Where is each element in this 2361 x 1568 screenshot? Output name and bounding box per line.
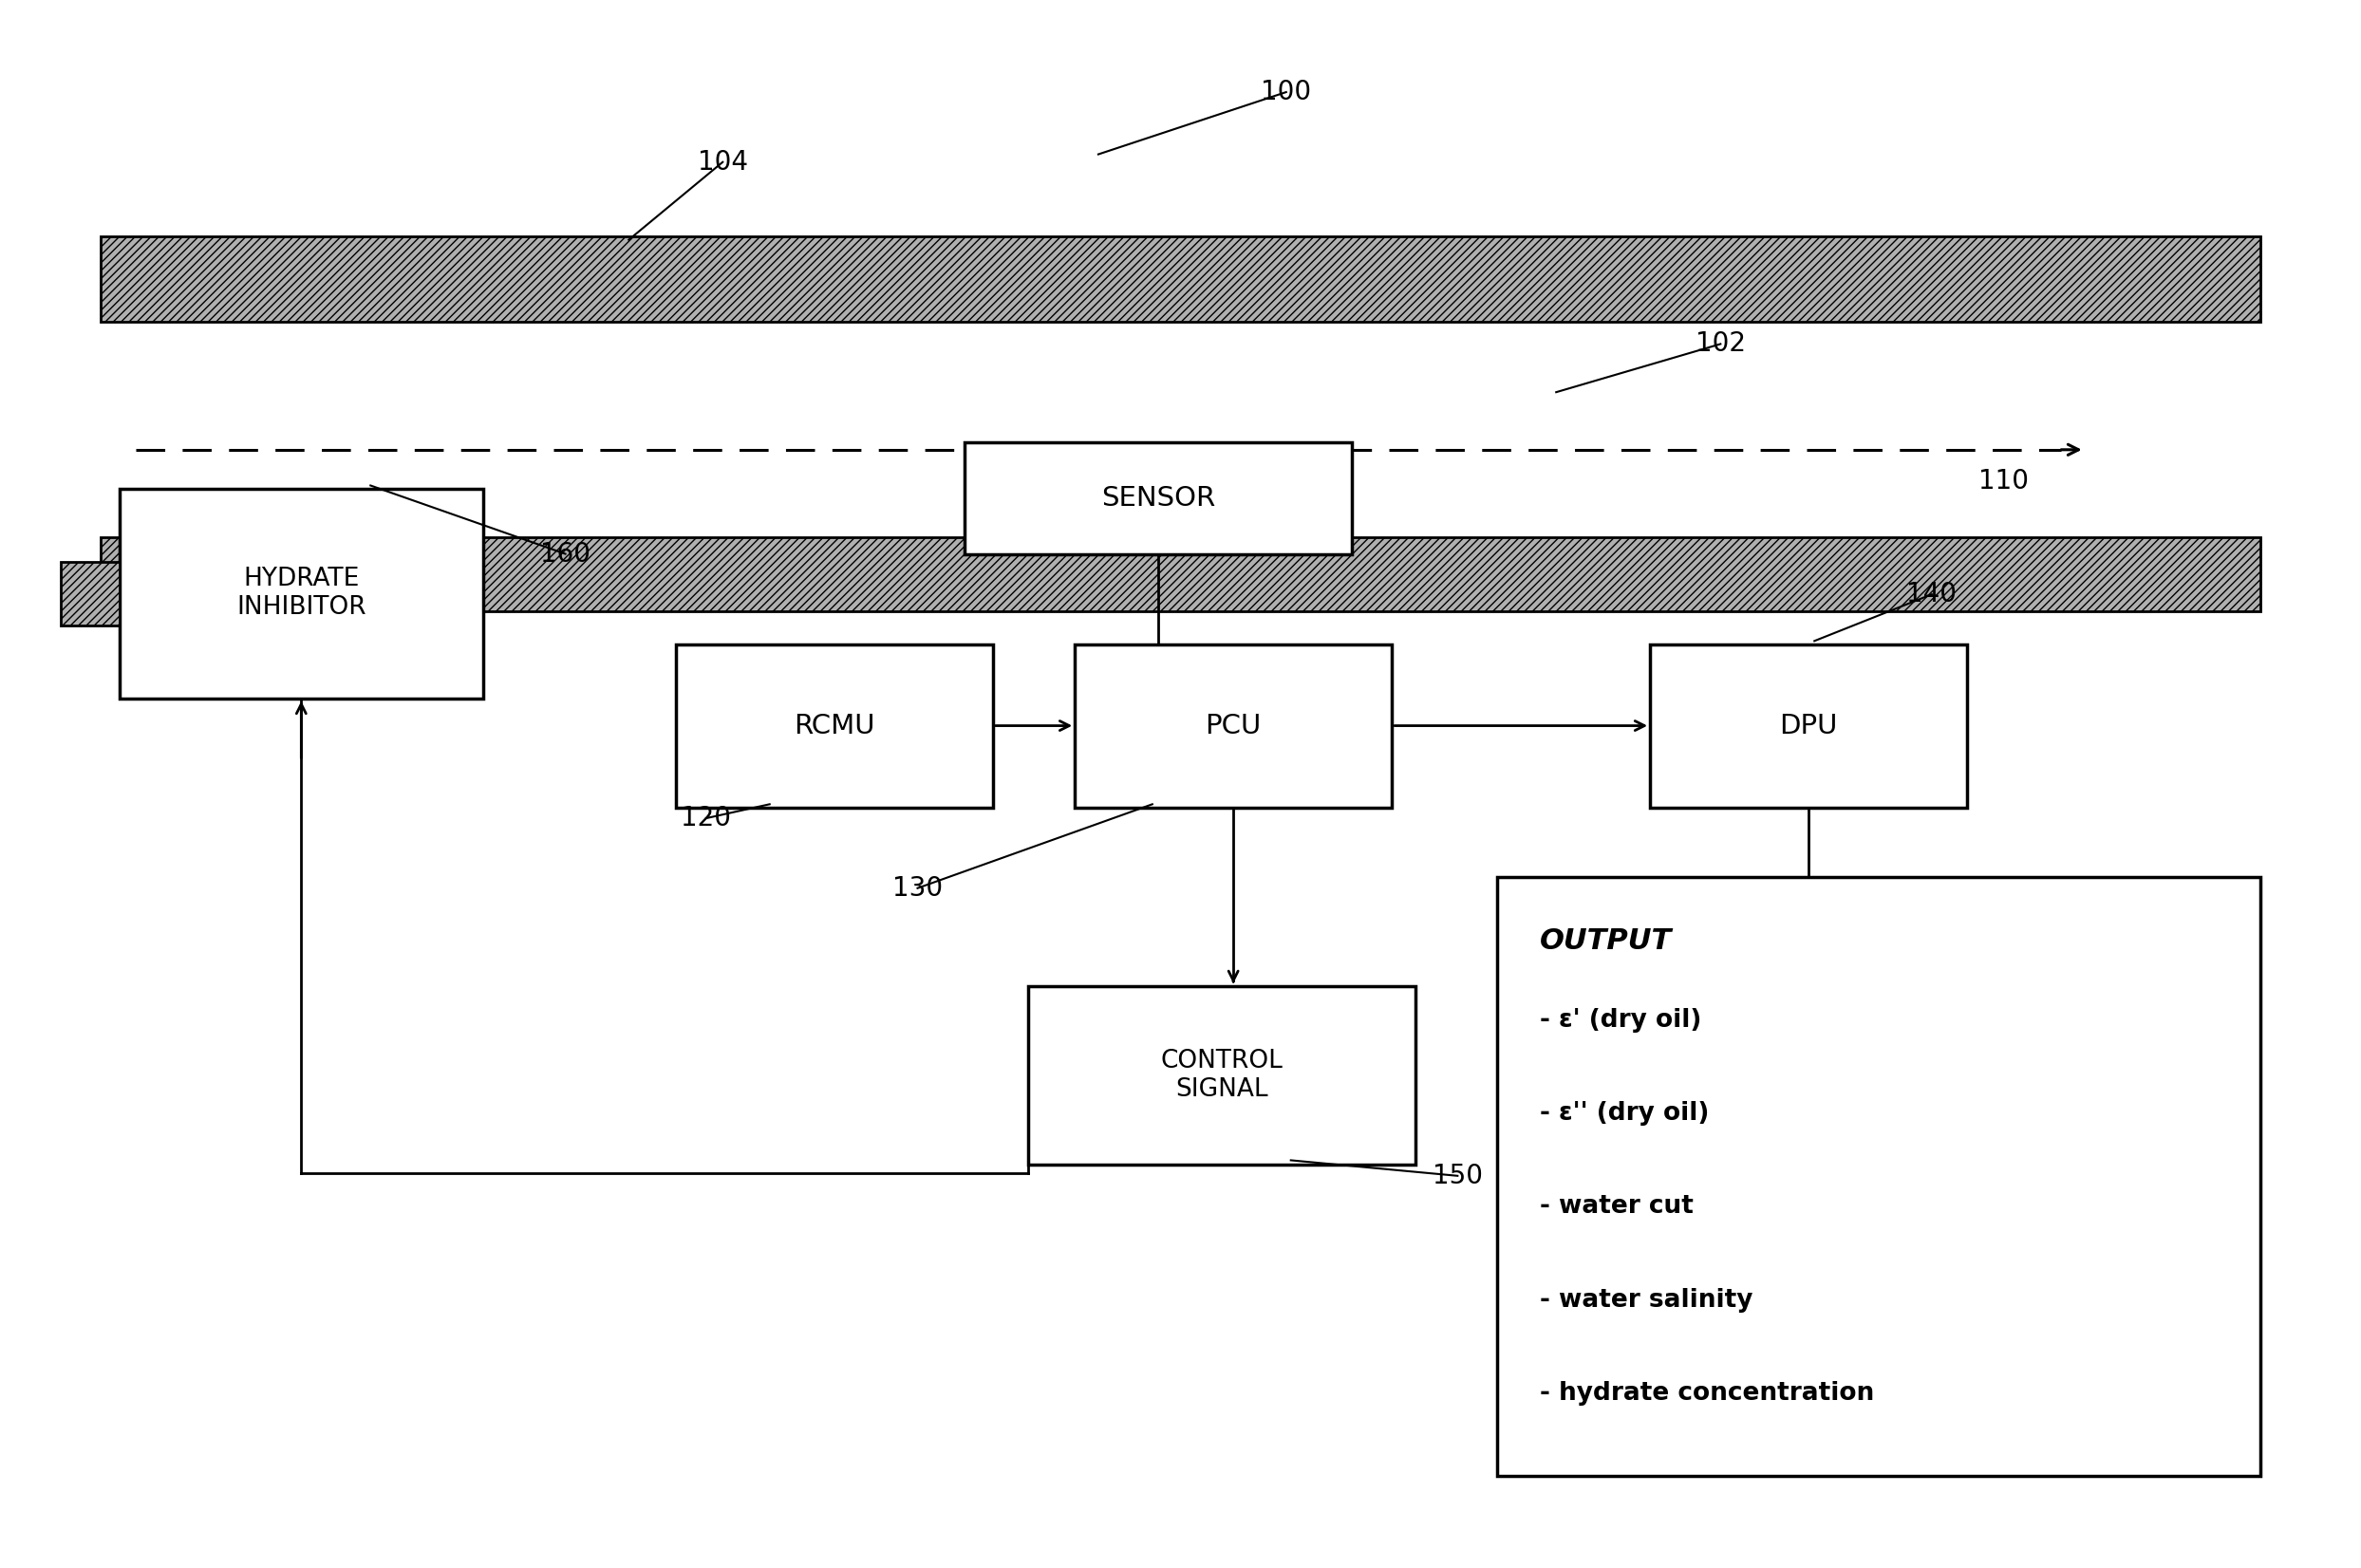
Text: - hydrate concentration: - hydrate concentration: [1539, 1381, 1875, 1406]
Text: CONTROL
SIGNAL: CONTROL SIGNAL: [1159, 1049, 1282, 1102]
Text: 100: 100: [1261, 78, 1310, 105]
Text: - ε' (dry oil): - ε' (dry oil): [1539, 1008, 1702, 1033]
Bar: [102, 235, 2259, 321]
Text: 130: 130: [892, 875, 942, 902]
Bar: [1027, 986, 1414, 1165]
Text: - water cut: - water cut: [1539, 1195, 1693, 1220]
Text: RCMU: RCMU: [793, 712, 876, 739]
Text: PCU: PCU: [1204, 712, 1261, 739]
Text: HYDRATE
INHIBITOR: HYDRATE INHIBITOR: [236, 568, 366, 619]
Text: 120: 120: [680, 804, 732, 831]
Text: DPU: DPU: [1780, 712, 1837, 739]
Bar: [102, 536, 2259, 612]
Bar: [675, 644, 992, 808]
Bar: [966, 442, 1353, 554]
Text: 110: 110: [1979, 467, 2028, 494]
Bar: [1497, 877, 2259, 1475]
Text: - water salinity: - water salinity: [1539, 1287, 1752, 1312]
Text: 150: 150: [1433, 1162, 1483, 1189]
Text: SENSOR: SENSOR: [1100, 485, 1216, 511]
Text: 102: 102: [1695, 331, 1745, 358]
Bar: [61, 561, 120, 626]
Bar: [120, 489, 484, 698]
Text: 140: 140: [1908, 582, 1957, 608]
Text: 104: 104: [696, 149, 748, 176]
Bar: [1650, 644, 1967, 808]
Text: OUTPUT: OUTPUT: [1539, 927, 1672, 955]
Text: - ε'' (dry oil): - ε'' (dry oil): [1539, 1101, 1709, 1126]
Bar: [1074, 644, 1391, 808]
Text: 160: 160: [541, 541, 590, 568]
